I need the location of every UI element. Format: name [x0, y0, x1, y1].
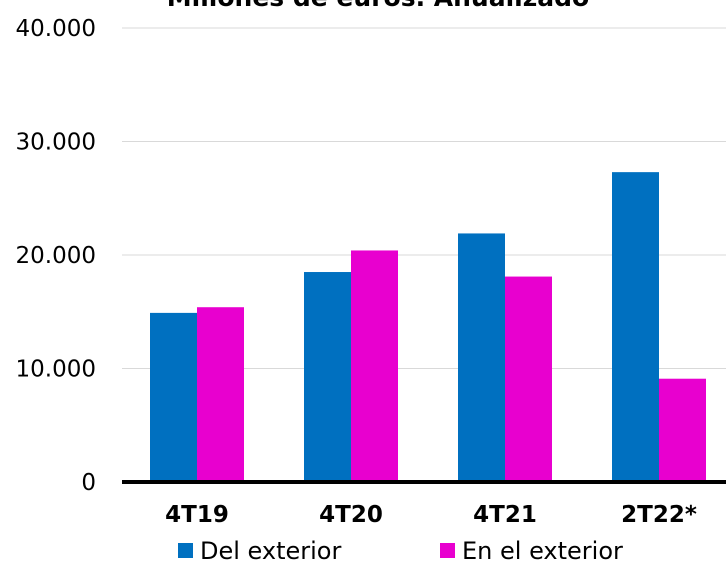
legend-swatch [178, 543, 193, 558]
y-tick-label: 0 [81, 470, 96, 496]
y-axis-tick-labels: 0 10.000 20.000 30.000 40.000 [16, 16, 96, 496]
x-tick-label: 4T19 [165, 502, 229, 528]
bar-en-el-exterior-2t22 [659, 378, 706, 482]
y-tick-label: 30.000 [16, 130, 96, 156]
x-tick-label: 2T22* [621, 502, 697, 528]
x-tick-label: 4T21 [473, 502, 537, 528]
legend: Del exterior En el exterior [178, 537, 623, 562]
bar-del-exterior-2t22 [612, 172, 659, 482]
legend-label: Del exterior [200, 537, 341, 562]
bar-en-el-exterior-4t19 [197, 307, 244, 482]
x-axis-tick-labels: 4T19 4T20 4T21 2T22* [165, 502, 697, 528]
bar-en-el-exterior-4t21 [505, 276, 552, 482]
y-tick-label: 20.000 [16, 243, 96, 269]
bar-del-exterior-4t20 [304, 272, 351, 482]
legend-label: En el exterior [462, 537, 623, 562]
y-tick-label: 40.000 [16, 16, 96, 42]
bars [150, 172, 706, 482]
bar-en-el-exterior-4t20 [351, 250, 398, 482]
x-tick-label: 4T20 [319, 502, 383, 528]
bar-del-exterior-4t19 [150, 312, 197, 482]
chart-title: Millones de euros. Anualizado [167, 0, 589, 12]
bar-del-exterior-4t21 [458, 233, 505, 482]
y-tick-label: 10.000 [16, 357, 96, 383]
legend-swatch [440, 543, 455, 558]
